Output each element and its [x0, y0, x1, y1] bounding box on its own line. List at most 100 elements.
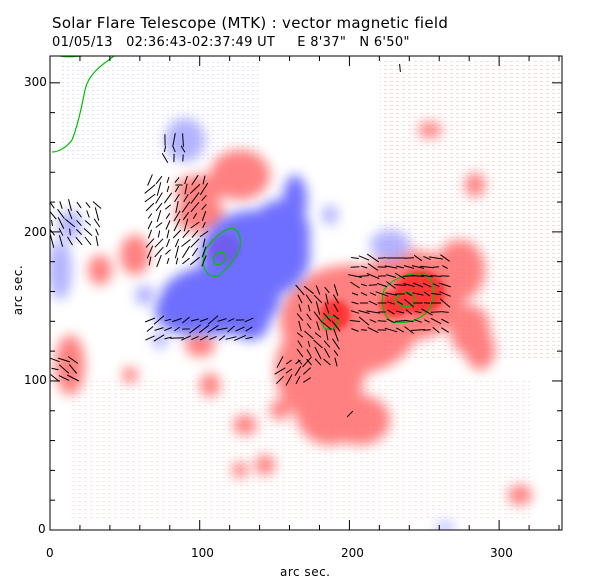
- field-vector: [294, 366, 302, 376]
- field-vector: [76, 229, 82, 235]
- field-vector: [386, 281, 396, 289]
- field-vector: [403, 283, 415, 287]
- field-vector: [148, 256, 152, 266]
- field-vector: [58, 364, 70, 374]
- field-vector: [50, 210, 57, 220]
- field-vector: [174, 238, 180, 248]
- field-vector: [274, 367, 286, 375]
- field-vector: [58, 235, 64, 247]
- field-vector: [411, 265, 425, 269]
- field-vector: [369, 319, 377, 323]
- field-vector: [92, 201, 102, 209]
- field-vector: [360, 292, 368, 296]
- field-vector: [174, 185, 180, 193]
- field-vector: [423, 255, 431, 261]
- field-vector: [165, 220, 171, 230]
- field-vector: [387, 301, 395, 305]
- field-vector: [307, 304, 311, 312]
- field-vector: [303, 377, 311, 383]
- field-vector: [296, 313, 304, 321]
- field-vector: [75, 236, 83, 246]
- field-vector: [331, 320, 341, 332]
- field-vector: [421, 308, 433, 316]
- field-vector: [166, 229, 170, 239]
- x-tick-label-0: 0: [46, 546, 54, 560]
- field-vector: [155, 222, 163, 228]
- field-vector: [164, 336, 172, 340]
- field-vector: [303, 285, 315, 295]
- field-vector: [295, 375, 301, 385]
- field-vector: [414, 310, 422, 314]
- field-vector: [423, 291, 431, 297]
- field-vector: [420, 265, 434, 269]
- field-vector: [297, 340, 303, 348]
- field-vector: [202, 238, 206, 248]
- field-vector: [298, 320, 302, 332]
- field-vector: [306, 323, 312, 329]
- field-vector: [190, 256, 200, 266]
- field-vector: [360, 265, 368, 269]
- field-vector: [276, 356, 284, 368]
- x-tick-label-200: 200: [341, 546, 364, 560]
- field-vector: [386, 318, 396, 324]
- field-vector: [307, 340, 311, 348]
- field-vector: [69, 228, 71, 236]
- field-vector: [201, 203, 207, 211]
- field-vector: [191, 230, 199, 238]
- field-vector: [302, 367, 312, 375]
- field-vector: [366, 253, 380, 263]
- field-vector: [431, 292, 441, 296]
- field-vector: [313, 311, 323, 323]
- field-vector: [396, 265, 404, 269]
- field-vector: [323, 312, 331, 322]
- field-vector: [367, 263, 379, 271]
- field-vector: [95, 228, 99, 236]
- field-vector: [315, 301, 321, 315]
- field-vector: [245, 326, 253, 332]
- field-vector: [199, 182, 209, 196]
- field-vector: [377, 257, 387, 259]
- field-vector: [430, 311, 442, 313]
- field-vector: [442, 265, 448, 269]
- field-vector: [314, 358, 322, 366]
- field-vector: [181, 316, 191, 324]
- field-vector: [439, 298, 451, 308]
- field-vector: [316, 321, 320, 331]
- field-vector: [227, 325, 235, 333]
- field-vector: [296, 332, 304, 338]
- field-vector: [333, 303, 339, 313]
- field-vector: [184, 175, 188, 185]
- field-vector: [144, 317, 156, 323]
- field-vector: [182, 211, 190, 221]
- field-vector: [182, 257, 190, 265]
- field-vector: [394, 272, 406, 280]
- field-vector: [84, 220, 92, 226]
- field-vector: [333, 284, 339, 296]
- field-vector: [153, 334, 165, 342]
- field-vector: [421, 274, 433, 278]
- field-vector: [439, 282, 451, 288]
- field-vector: [334, 357, 338, 367]
- field-vector: [235, 326, 245, 332]
- field-vector: [174, 193, 180, 203]
- field-vector: [190, 201, 200, 213]
- field-vector: [181, 239, 191, 247]
- field-vector: [404, 326, 414, 334]
- field-vector: [147, 213, 153, 219]
- field-vector: [305, 294, 313, 304]
- field-vector: [86, 210, 90, 218]
- field-vector: [227, 318, 235, 322]
- background-noise-blue: [60, 60, 260, 160]
- field-vector: [359, 275, 369, 277]
- field-vector: [332, 294, 340, 304]
- field-vector: [155, 192, 163, 204]
- y-tick-label-0: 0: [38, 522, 46, 536]
- field-vector: [190, 318, 200, 322]
- field-vector: [429, 256, 443, 260]
- field-vector: [164, 204, 172, 210]
- field-vector: [146, 326, 154, 332]
- field-vector: [441, 327, 449, 333]
- field-vector: [67, 236, 73, 246]
- field-vector: [146, 245, 154, 259]
